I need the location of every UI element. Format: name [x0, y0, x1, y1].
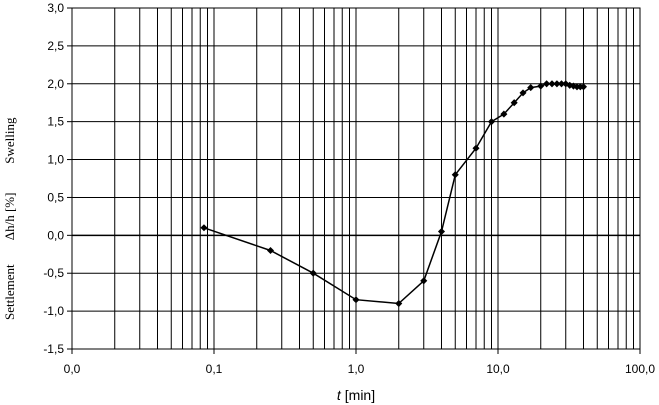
data-point: [395, 299, 403, 308]
y-tick-label: 2,0: [47, 77, 64, 91]
y-tick-label: 0,5: [47, 190, 64, 204]
data-point: [557, 80, 566, 88]
x-axis-unit: [min]: [345, 387, 375, 403]
data-series: [200, 80, 588, 308]
y-axis-label-quantity: Δh/h [%]: [2, 193, 17, 241]
data-point: [543, 80, 551, 88]
y-tick-label: -0,5: [43, 266, 64, 280]
axes: [67, 7, 641, 354]
data-point: [537, 82, 545, 90]
x-tick-label: 10,0: [486, 362, 510, 376]
x-tick-label: 1,0: [348, 362, 365, 376]
y-tick-label: 2,5: [47, 39, 64, 53]
x-tick-label: 0,1: [206, 362, 223, 376]
data-point: [553, 80, 561, 88]
y-axis-label-swelling: Swelling: [2, 117, 17, 164]
data-point: [309, 269, 317, 277]
data-point: [451, 171, 459, 179]
data-point: [420, 277, 428, 285]
tick-labels: 3,02,52,01,51,00,50,0-0,5-1,0-1,50,0 0,1 1…: [43, 1, 655, 376]
x-tick-label: 0,0: [64, 362, 81, 376]
data-point: [472, 144, 480, 152]
x-tick-label: 100,0: [625, 362, 655, 376]
data-point: [487, 118, 496, 126]
axis-titles: t [min] Settlement Δh/h [%] Swelling: [2, 117, 375, 403]
x-axis-label: t [min]: [337, 387, 375, 403]
y-tick-label: 3,0: [47, 1, 64, 15]
y-tick-label: 0,0: [47, 228, 64, 242]
data-point: [352, 296, 360, 304]
data-point: [579, 83, 588, 91]
data-point: [500, 110, 508, 118]
data-point: [200, 224, 208, 232]
data-point: [519, 89, 527, 97]
series-line: [203, 83, 584, 305]
data-point: [266, 246, 275, 255]
y-tick-label: 1,5: [47, 115, 64, 129]
y-tick-label: 1,0: [47, 153, 64, 167]
y-tick-label: -1,0: [43, 304, 64, 318]
data-point: [548, 80, 556, 88]
data-point: [437, 228, 446, 236]
y-tick-label: -1,5: [43, 342, 64, 356]
y-axis-label-settlement: Settlement: [2, 264, 17, 320]
x-axis-variable: t: [337, 387, 342, 403]
data-point: [527, 84, 535, 92]
